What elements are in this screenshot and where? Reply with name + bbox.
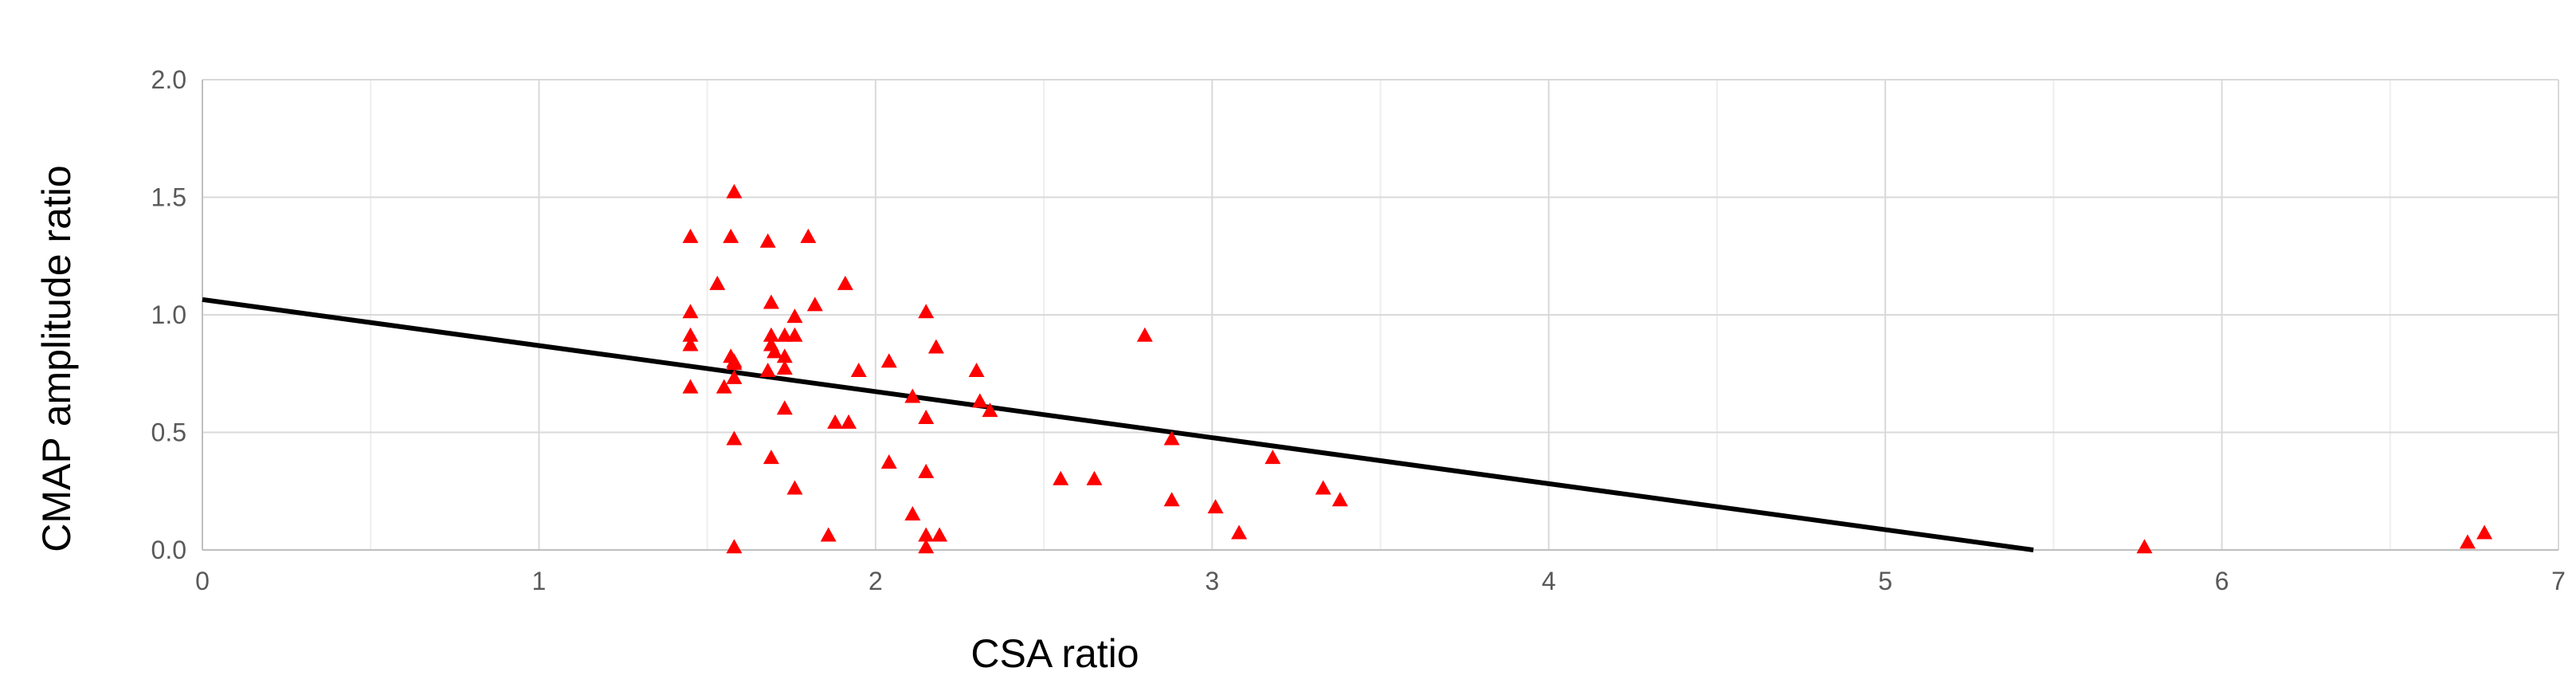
data-point — [904, 505, 921, 520]
data-point — [682, 228, 699, 243]
y-tick-label: 2.0 — [151, 65, 186, 94]
x-axis-title: CSA ratio — [970, 631, 1139, 676]
data-point — [1163, 492, 1180, 507]
y-tick-label: 1.0 — [151, 300, 186, 329]
data-point — [786, 327, 803, 342]
data-point — [776, 400, 793, 415]
data-point — [1207, 499, 1224, 514]
axes — [202, 80, 2558, 551]
data-point — [786, 480, 803, 495]
data-point — [759, 233, 776, 248]
data-point — [1315, 480, 1331, 495]
y-tick-labels: 0.0 0.5 1.0 1.5 2.0 — [151, 65, 186, 564]
data-point — [968, 363, 985, 377]
x-tick-label: 6 — [2215, 567, 2229, 595]
data-point — [918, 539, 935, 554]
y-tick-label: 0.0 — [151, 536, 186, 564]
x-tick-labels: 0 1 2 3 4 5 6 7 — [195, 567, 2566, 595]
x-tick-label: 0 — [195, 567, 210, 595]
y-axis-title: CMAP amplitude ratio — [34, 165, 79, 552]
data-point — [776, 327, 793, 342]
x-tick-label: 5 — [1878, 567, 1892, 595]
data-point — [726, 430, 743, 446]
grid-lines — [202, 79, 2559, 550]
data-point — [767, 344, 783, 359]
data-point — [880, 454, 897, 469]
data-point — [904, 388, 921, 403]
data-point — [1086, 470, 1103, 485]
data-point — [726, 355, 743, 371]
data-point — [918, 410, 935, 424]
data-point — [982, 403, 998, 418]
data-point — [820, 527, 837, 542]
data-point — [1331, 492, 1348, 507]
data-point — [800, 228, 817, 243]
data-point — [1136, 327, 1153, 342]
data-point — [776, 360, 793, 375]
data-point — [918, 463, 935, 478]
data-point — [927, 339, 944, 354]
data-point — [918, 527, 935, 542]
data-point — [682, 336, 699, 351]
data-point — [827, 414, 844, 429]
data-point — [2476, 524, 2493, 540]
data-point — [931, 527, 948, 542]
data-point — [763, 450, 779, 465]
data-point — [723, 228, 739, 243]
data-point — [880, 353, 897, 368]
y-tick-label: 1.5 — [151, 183, 186, 212]
trendline-layer — [202, 296, 2034, 552]
data-point — [726, 183, 743, 198]
data-point — [1264, 450, 1281, 465]
trendline — [202, 296, 2034, 552]
x-tick-label: 1 — [532, 567, 547, 595]
data-point — [1163, 430, 1180, 446]
data-point — [971, 393, 988, 408]
data-point — [918, 304, 935, 319]
data-point — [786, 308, 803, 324]
data-point — [726, 539, 743, 554]
x-tick-label: 7 — [2551, 567, 2566, 595]
x-tick-label: 4 — [1542, 567, 1556, 595]
data-point — [682, 304, 699, 319]
data-point — [1053, 470, 1069, 485]
x-tick-label: 2 — [868, 567, 883, 595]
data-point — [841, 414, 857, 429]
data-points — [682, 183, 2493, 554]
y-tick-label: 0.5 — [151, 418, 186, 447]
data-point — [806, 296, 823, 312]
x-tick-label: 3 — [1205, 567, 1219, 595]
data-point — [682, 379, 699, 394]
data-point — [1231, 524, 1248, 540]
data-point — [763, 327, 779, 342]
data-point — [726, 369, 743, 384]
data-point — [837, 275, 853, 290]
data-point — [850, 363, 867, 377]
data-point — [763, 294, 779, 309]
data-point — [716, 379, 732, 394]
data-point — [682, 327, 699, 342]
data-point — [2459, 534, 2476, 549]
data-point — [776, 348, 793, 363]
data-point — [2136, 539, 2153, 554]
data-point — [759, 363, 776, 377]
data-point — [709, 275, 726, 290]
